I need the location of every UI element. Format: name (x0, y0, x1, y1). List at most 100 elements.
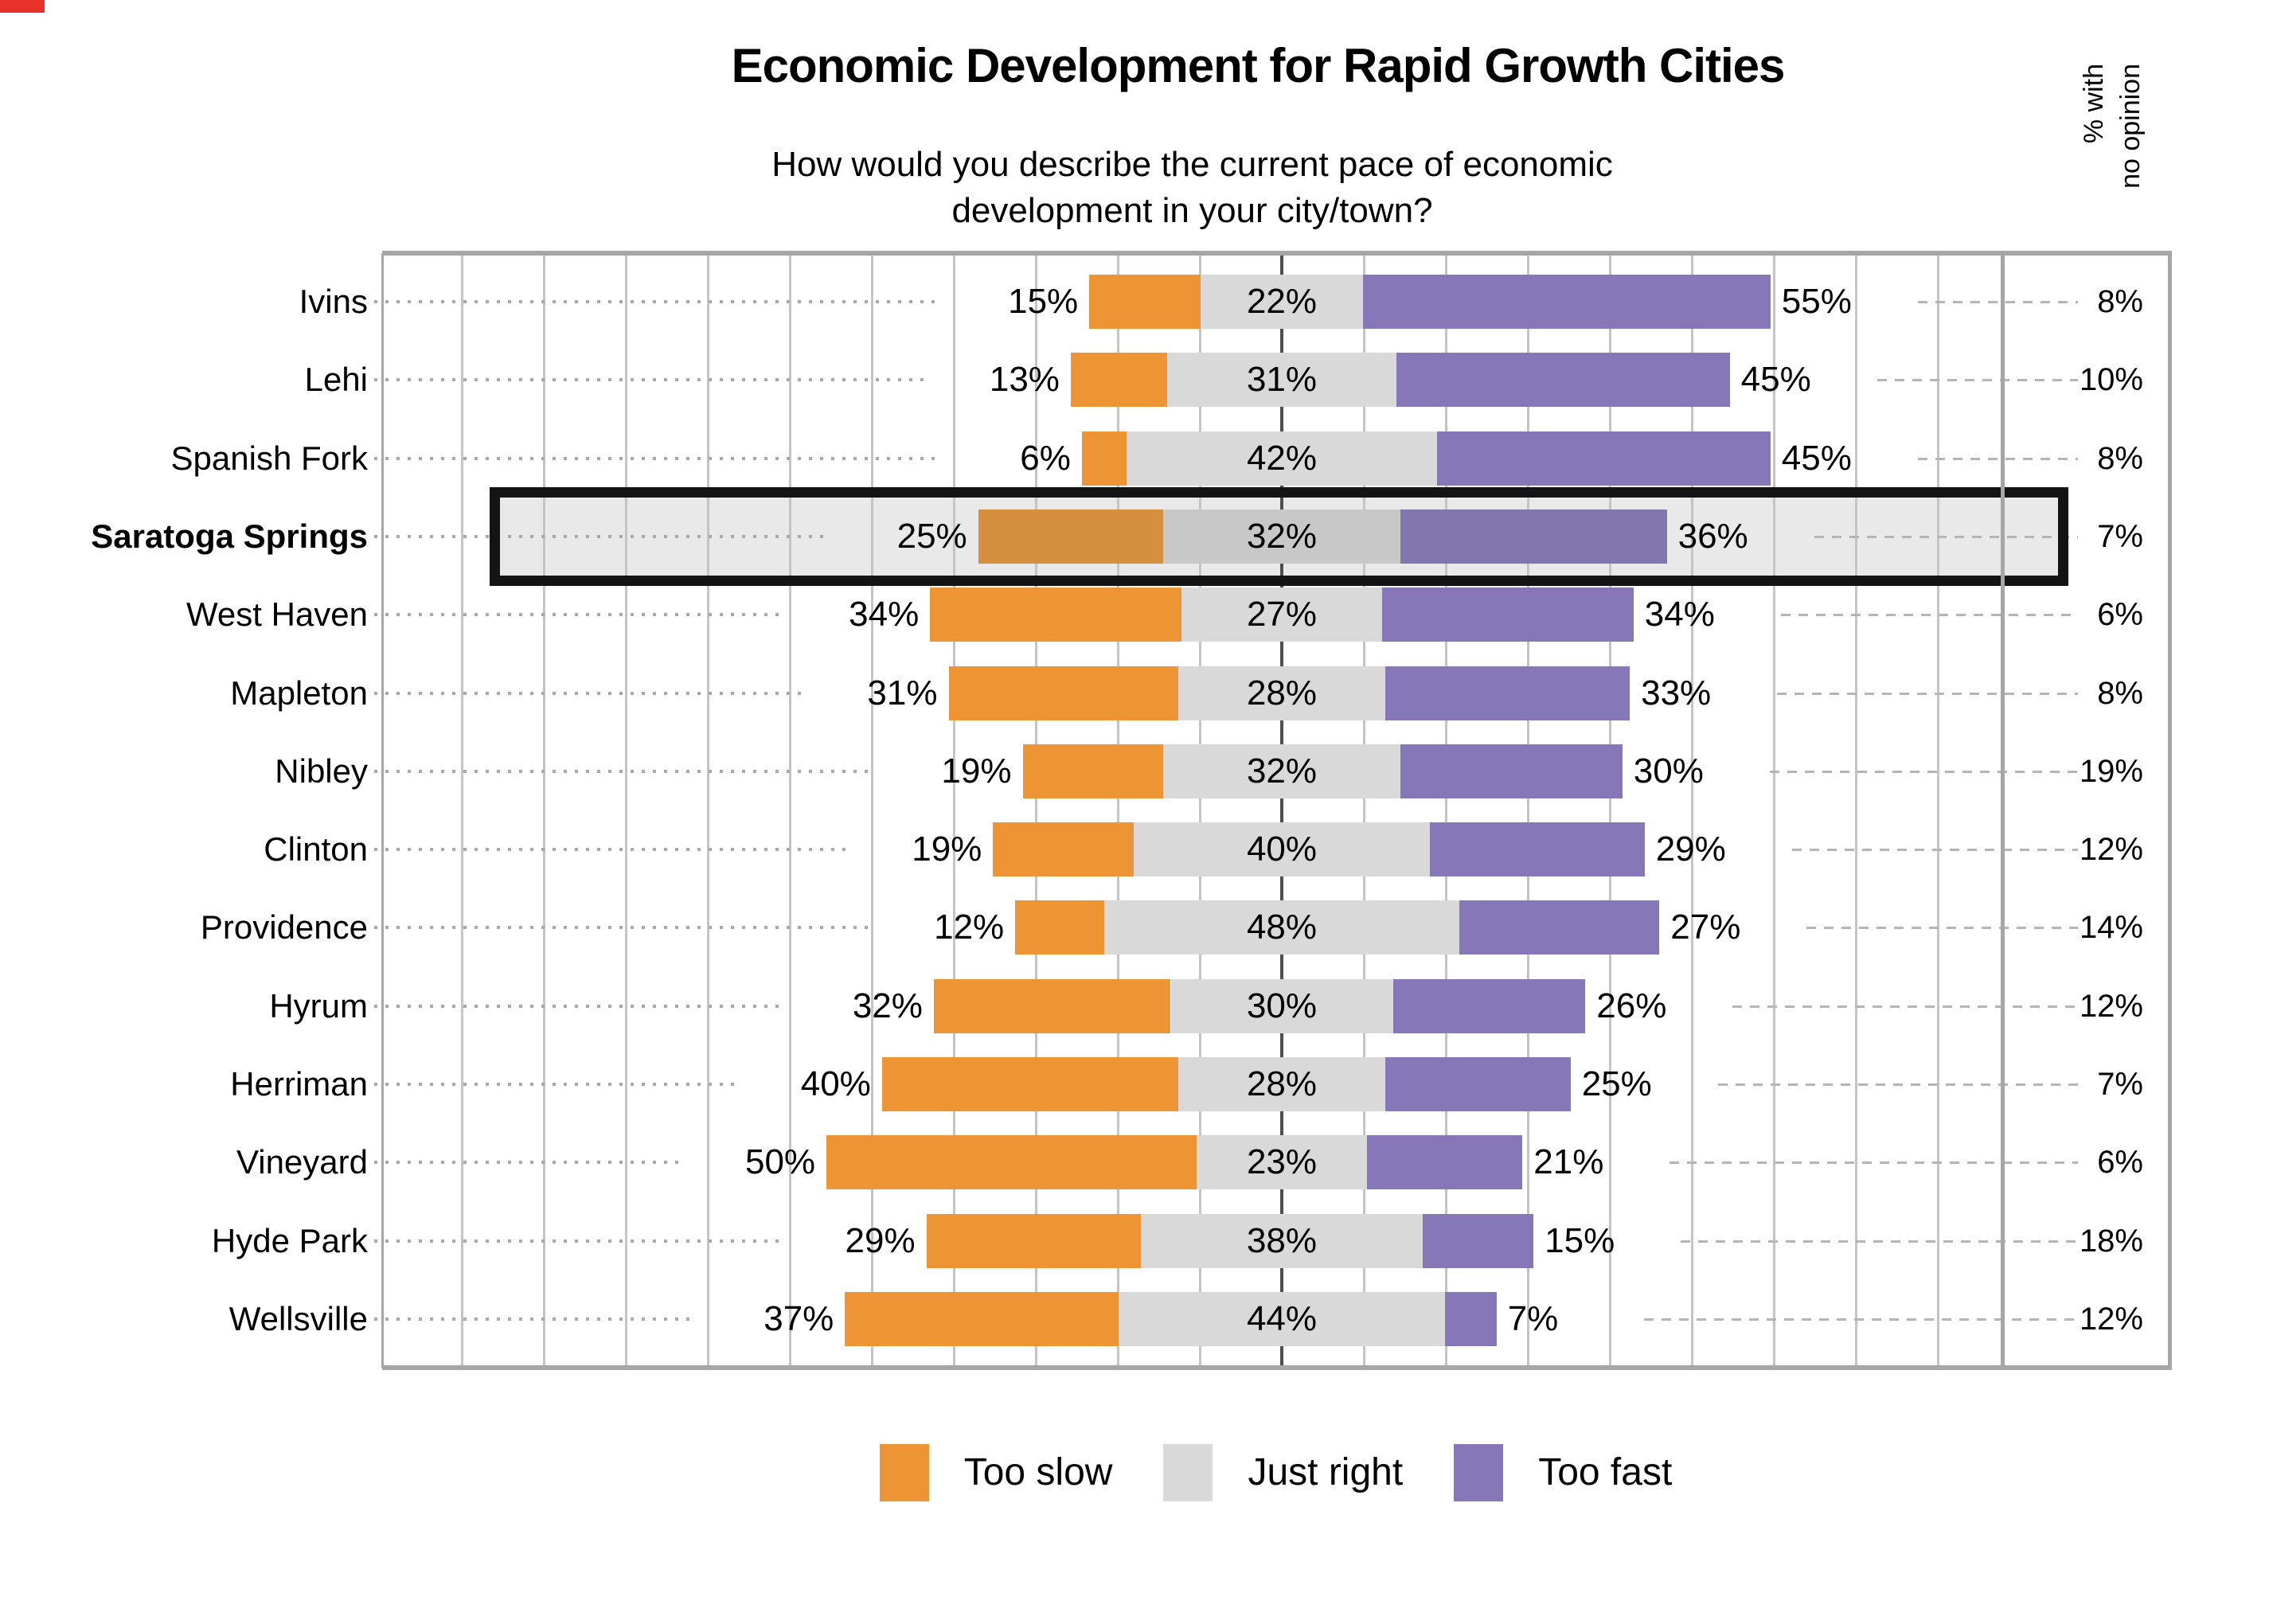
leader-dashes (1814, 536, 2078, 538)
too-slow-value: 13% (989, 360, 1060, 400)
plot-frame-left (381, 253, 384, 1368)
leader-dots (374, 1083, 735, 1086)
row-label: Providence (200, 908, 368, 947)
chart-subtitle-line2: development in your city/town? (951, 191, 1433, 230)
gridline (1445, 253, 1447, 1368)
just-right-value: 42% (1246, 438, 1318, 478)
no-opinion-value: 7% (2097, 519, 2143, 554)
no-opinion-value: 10% (2079, 362, 2143, 398)
just-right-value: 31% (1246, 360, 1318, 400)
too-fast-value: 21% (1533, 1142, 1604, 1182)
just-right-value: 23% (1246, 1142, 1318, 1182)
row-label: Lehi (304, 361, 368, 399)
just-right-value: 32% (1246, 751, 1318, 791)
leader-dots (374, 378, 924, 382)
leader-dots (374, 1317, 698, 1321)
bar-too-slow (933, 978, 1171, 1033)
leader-dots (374, 613, 783, 617)
gridline (1609, 253, 1611, 1368)
no-opinion-value: 6% (2097, 1145, 2143, 1181)
just-right-value: 27% (1246, 595, 1318, 634)
too-slow-value: 37% (763, 1298, 834, 1338)
row-label: Saratoga Springs (91, 517, 368, 555)
gridline (1691, 253, 1693, 1368)
leader-dashes (1681, 1239, 2078, 1243)
row-label: Nibley (275, 751, 368, 790)
row-label: Wellsville (228, 1299, 368, 1337)
bar-too-slow (881, 1057, 1178, 1111)
gridline (953, 253, 955, 1368)
bar-too-fast (1363, 275, 1771, 330)
bar-just-right (1177, 666, 1386, 720)
chart-title: Economic Development for Rapid Growth Ci… (731, 39, 1786, 92)
bar-just-right (1119, 1291, 1445, 1346)
leader-dashes (1806, 927, 2078, 930)
legend-label: Just right (1248, 1450, 1404, 1493)
no-opinion-value: 6% (2097, 597, 2143, 633)
too-slow-value: 34% (849, 595, 920, 634)
bar-too-fast (1430, 822, 1645, 877)
bar-too-slow (978, 509, 1164, 564)
bar-too-fast (1366, 1135, 1523, 1190)
too-slow-value: 15% (1008, 282, 1079, 322)
too-fast-value: 25% (1581, 1064, 1652, 1103)
just-right-value: 44% (1246, 1298, 1318, 1338)
leader-dots (374, 848, 846, 852)
leader-dots (374, 926, 869, 930)
too-fast-value: 36% (1677, 517, 1748, 556)
no-opinion-value: 12% (2079, 988, 2143, 1024)
bar-just-right (1103, 900, 1460, 955)
bar-just-right (1166, 353, 1397, 408)
gridline (1199, 253, 1201, 1368)
too-slow-value: 25% (896, 517, 967, 556)
row-label: Spanish Fork (170, 439, 368, 477)
leader-dots (374, 535, 831, 538)
just-right-value: 40% (1246, 830, 1318, 869)
legend-swatch-icon (1163, 1443, 1213, 1501)
too-slow-value: 40% (800, 1064, 871, 1103)
row-label: West Haven (186, 595, 368, 634)
just-right-value: 48% (1246, 908, 1318, 947)
gridline (789, 253, 791, 1368)
row-label: Hyrum (269, 986, 368, 1025)
row-label: Vineyard (236, 1143, 368, 1181)
corner-red-mark (0, 0, 45, 13)
bar-too-slow (1015, 900, 1104, 955)
just-right-value: 30% (1246, 986, 1318, 1025)
too-slow-value: 6% (1020, 438, 1071, 478)
bar-too-slow (845, 1291, 1119, 1346)
gridline (1855, 253, 1857, 1368)
bar-too-fast (1385, 666, 1630, 720)
leader-dots (374, 1161, 680, 1165)
bar-too-slow (1070, 353, 1167, 408)
leader-dashes (1769, 770, 2078, 773)
leader-dashes (1917, 301, 2078, 304)
gridline (461, 253, 463, 1368)
too-fast-value: 27% (1670, 908, 1741, 947)
legend-label: Too fast (1538, 1450, 1673, 1493)
bar-too-slow (826, 1135, 1197, 1190)
bar-too-slow (1081, 431, 1127, 486)
gridline (1035, 253, 1037, 1368)
bar-too-fast (1385, 1057, 1571, 1111)
too-fast-value: 29% (1655, 830, 1726, 869)
no-opinion-value: 19% (2079, 753, 2143, 789)
too-fast-value: 30% (1633, 751, 1704, 791)
bar-too-fast (1422, 1213, 1534, 1268)
gridline (1363, 253, 1365, 1368)
bar-just-right (1141, 1213, 1423, 1268)
leader-dashes (1917, 457, 2078, 460)
no-opinion-value: 12% (2079, 1301, 2143, 1337)
leader-dashes (1791, 849, 2078, 852)
no-opinion-column-right-border (2168, 251, 2172, 1370)
too-slow-value: 19% (912, 830, 982, 869)
leader-dots (374, 300, 943, 304)
plot-frame-bottom (382, 1365, 2169, 1370)
leader-dashes (1717, 1083, 2078, 1086)
leader-dashes (1643, 1318, 2078, 1321)
bar-too-fast (1444, 1291, 1497, 1346)
no-opinion-value: 8% (2097, 440, 2143, 476)
legend-item: Just right (1163, 1443, 1404, 1501)
leader-dots (374, 769, 876, 773)
